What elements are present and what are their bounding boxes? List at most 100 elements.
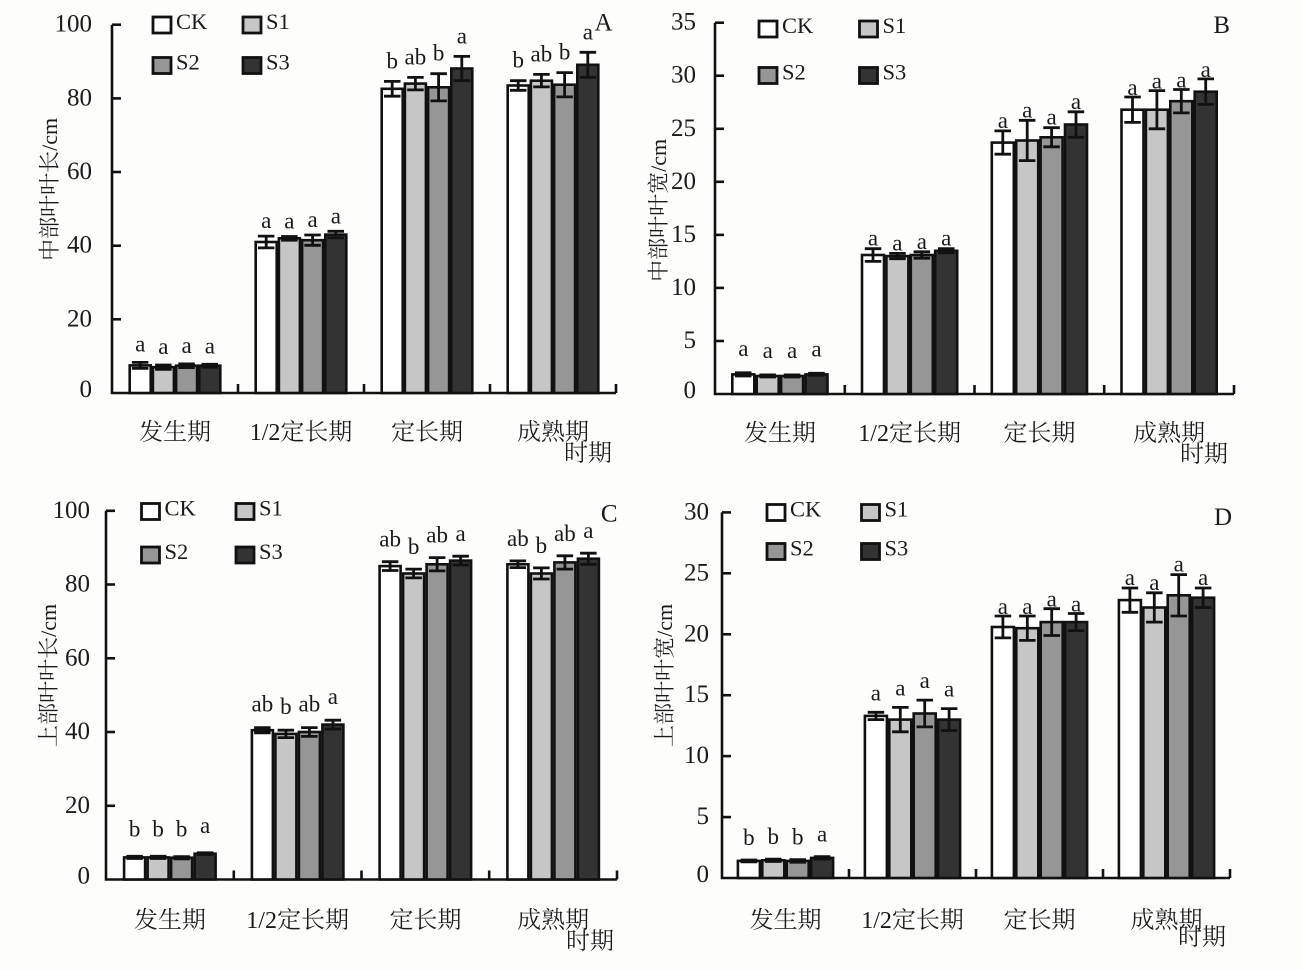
- svg-text:15: 15: [671, 221, 696, 248]
- svg-text:a: a: [895, 675, 905, 700]
- svg-text:A: A: [594, 10, 612, 37]
- svg-text:a: a: [1174, 552, 1184, 577]
- svg-text:ab: ab: [554, 521, 576, 546]
- svg-text:S3: S3: [883, 60, 907, 85]
- svg-text:a: a: [817, 822, 827, 847]
- svg-text:a: a: [205, 333, 215, 358]
- svg-text:25: 25: [684, 559, 709, 586]
- svg-text:40: 40: [67, 232, 92, 259]
- svg-text:a: a: [868, 226, 878, 251]
- svg-text:0: 0: [684, 377, 697, 404]
- svg-text:S3: S3: [266, 50, 290, 75]
- svg-text:S2: S2: [176, 50, 200, 75]
- svg-text:1/2: 1/2: [250, 420, 281, 446]
- svg-text:b: b: [152, 816, 164, 841]
- svg-text:a: a: [261, 208, 271, 233]
- svg-text:b: b: [433, 41, 445, 66]
- svg-text:ab: ab: [299, 692, 321, 717]
- svg-text:a: a: [920, 668, 930, 693]
- svg-text:a: a: [1071, 89, 1081, 114]
- svg-text:S2: S2: [790, 536, 814, 561]
- svg-text:0: 0: [80, 376, 93, 403]
- svg-text:b: b: [559, 40, 571, 65]
- svg-text:30: 30: [684, 498, 709, 525]
- svg-text:a: a: [871, 680, 881, 705]
- svg-text:a: a: [738, 336, 748, 361]
- svg-text:S1: S1: [259, 496, 283, 521]
- svg-text:a: a: [457, 23, 467, 48]
- svg-text:a: a: [284, 209, 294, 234]
- svg-text:ab: ab: [426, 523, 448, 548]
- svg-text:ab: ab: [379, 527, 401, 552]
- svg-text:S1: S1: [266, 9, 290, 34]
- svg-text:35: 35: [671, 9, 696, 36]
- svg-text:1/2: 1/2: [858, 421, 889, 447]
- svg-text:20: 20: [684, 620, 709, 647]
- svg-text:/cm: /cm: [646, 139, 671, 172]
- svg-text:a: a: [1022, 594, 1032, 619]
- svg-text:S1: S1: [883, 13, 907, 38]
- svg-text:5: 5: [697, 803, 710, 830]
- svg-text:20: 20: [67, 305, 92, 332]
- svg-text:20: 20: [65, 792, 90, 819]
- svg-text:a: a: [892, 230, 902, 255]
- svg-text:a: a: [787, 338, 797, 363]
- svg-text:25: 25: [671, 115, 696, 142]
- svg-text:a: a: [1201, 57, 1211, 82]
- svg-text:/cm: /cm: [36, 604, 61, 637]
- svg-text:15: 15: [684, 681, 709, 708]
- svg-text:10: 10: [671, 274, 696, 301]
- svg-text:1/2: 1/2: [246, 908, 277, 934]
- svg-text:b: b: [768, 824, 780, 849]
- svg-text:0: 0: [78, 863, 91, 890]
- svg-text:20: 20: [671, 168, 696, 195]
- svg-text:60: 60: [65, 644, 90, 671]
- svg-text:/cm: /cm: [37, 118, 62, 151]
- svg-text:S2: S2: [165, 539, 189, 564]
- svg-text:a: a: [328, 684, 338, 709]
- svg-text:ab: ab: [252, 692, 274, 717]
- svg-text:a: a: [1125, 565, 1135, 590]
- svg-text:b: b: [176, 817, 188, 842]
- svg-text:a: a: [998, 108, 1008, 133]
- svg-text:a: a: [763, 338, 773, 363]
- svg-text:a: a: [331, 203, 341, 228]
- svg-text:b: b: [792, 825, 804, 850]
- svg-text:1/2: 1/2: [861, 908, 892, 934]
- svg-text:a: a: [998, 594, 1008, 619]
- svg-text:/cm: /cm: [652, 604, 677, 637]
- svg-text:a: a: [917, 229, 927, 254]
- svg-text:b: b: [408, 534, 420, 559]
- svg-text:ab: ab: [531, 41, 553, 66]
- svg-text:D: D: [1214, 504, 1232, 531]
- svg-text:CK: CK: [176, 9, 208, 34]
- svg-text:a: a: [1149, 570, 1159, 595]
- svg-text:B: B: [1213, 12, 1230, 39]
- svg-text:a: a: [158, 334, 168, 359]
- svg-text:80: 80: [65, 571, 90, 598]
- svg-text:a: a: [1127, 75, 1137, 100]
- svg-text:CK: CK: [790, 497, 822, 522]
- svg-text:10: 10: [684, 742, 709, 769]
- svg-text:80: 80: [67, 84, 92, 111]
- svg-text:a: a: [135, 331, 145, 356]
- svg-text:a: a: [1022, 97, 1032, 122]
- svg-text:a: a: [941, 226, 951, 251]
- svg-text:a: a: [811, 336, 821, 361]
- svg-text:a: a: [455, 521, 465, 546]
- svg-text:a: a: [944, 677, 954, 702]
- svg-text:a: a: [307, 207, 317, 232]
- svg-text:a: a: [1176, 68, 1186, 93]
- svg-text:a: a: [1198, 565, 1208, 590]
- svg-text:b: b: [386, 48, 398, 73]
- svg-text:ab: ab: [507, 526, 529, 551]
- svg-text:a: a: [583, 518, 593, 543]
- svg-text:b: b: [512, 48, 524, 73]
- svg-text:40: 40: [65, 718, 90, 745]
- svg-text:C: C: [601, 501, 618, 528]
- svg-text:b: b: [129, 816, 141, 841]
- svg-text:b: b: [280, 694, 292, 719]
- svg-text:b: b: [536, 533, 548, 558]
- svg-text:CK: CK: [782, 13, 814, 38]
- svg-text:a: a: [200, 813, 210, 838]
